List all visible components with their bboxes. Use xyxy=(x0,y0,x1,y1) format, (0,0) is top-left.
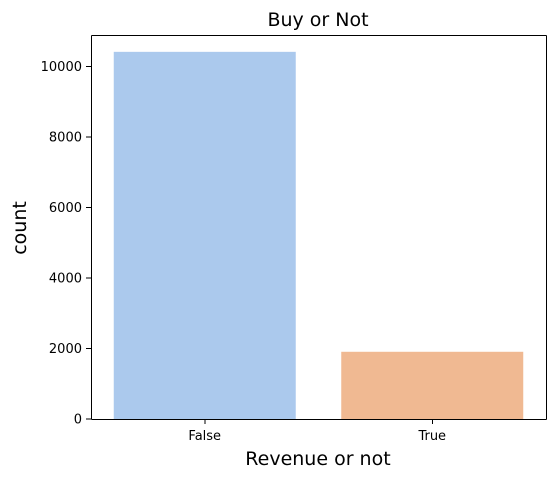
y-axis: 0 2000 4000 6000 8000 10000 xyxy=(41,60,91,428)
x-tick-label-false: False xyxy=(188,429,221,444)
bar-true xyxy=(341,351,524,419)
y-tick-label-10000: 10000 xyxy=(41,60,82,75)
x-axis: False True xyxy=(188,419,446,444)
y-tick-label-4000: 4000 xyxy=(49,272,82,287)
y-axis-label: count xyxy=(9,201,31,255)
bar-false xyxy=(113,51,296,420)
y-tick-label-8000: 8000 xyxy=(49,131,82,146)
y-tick-label-2000: 2000 xyxy=(49,342,82,357)
x-axis-label: Revenue or not xyxy=(245,448,390,470)
plot-area xyxy=(91,35,547,420)
y-tick-label-0: 0 xyxy=(74,413,82,428)
x-tick-label-true: True xyxy=(417,429,446,444)
chart-title: Buy or Not xyxy=(267,9,368,31)
y-tick-label-6000: 6000 xyxy=(49,201,82,216)
